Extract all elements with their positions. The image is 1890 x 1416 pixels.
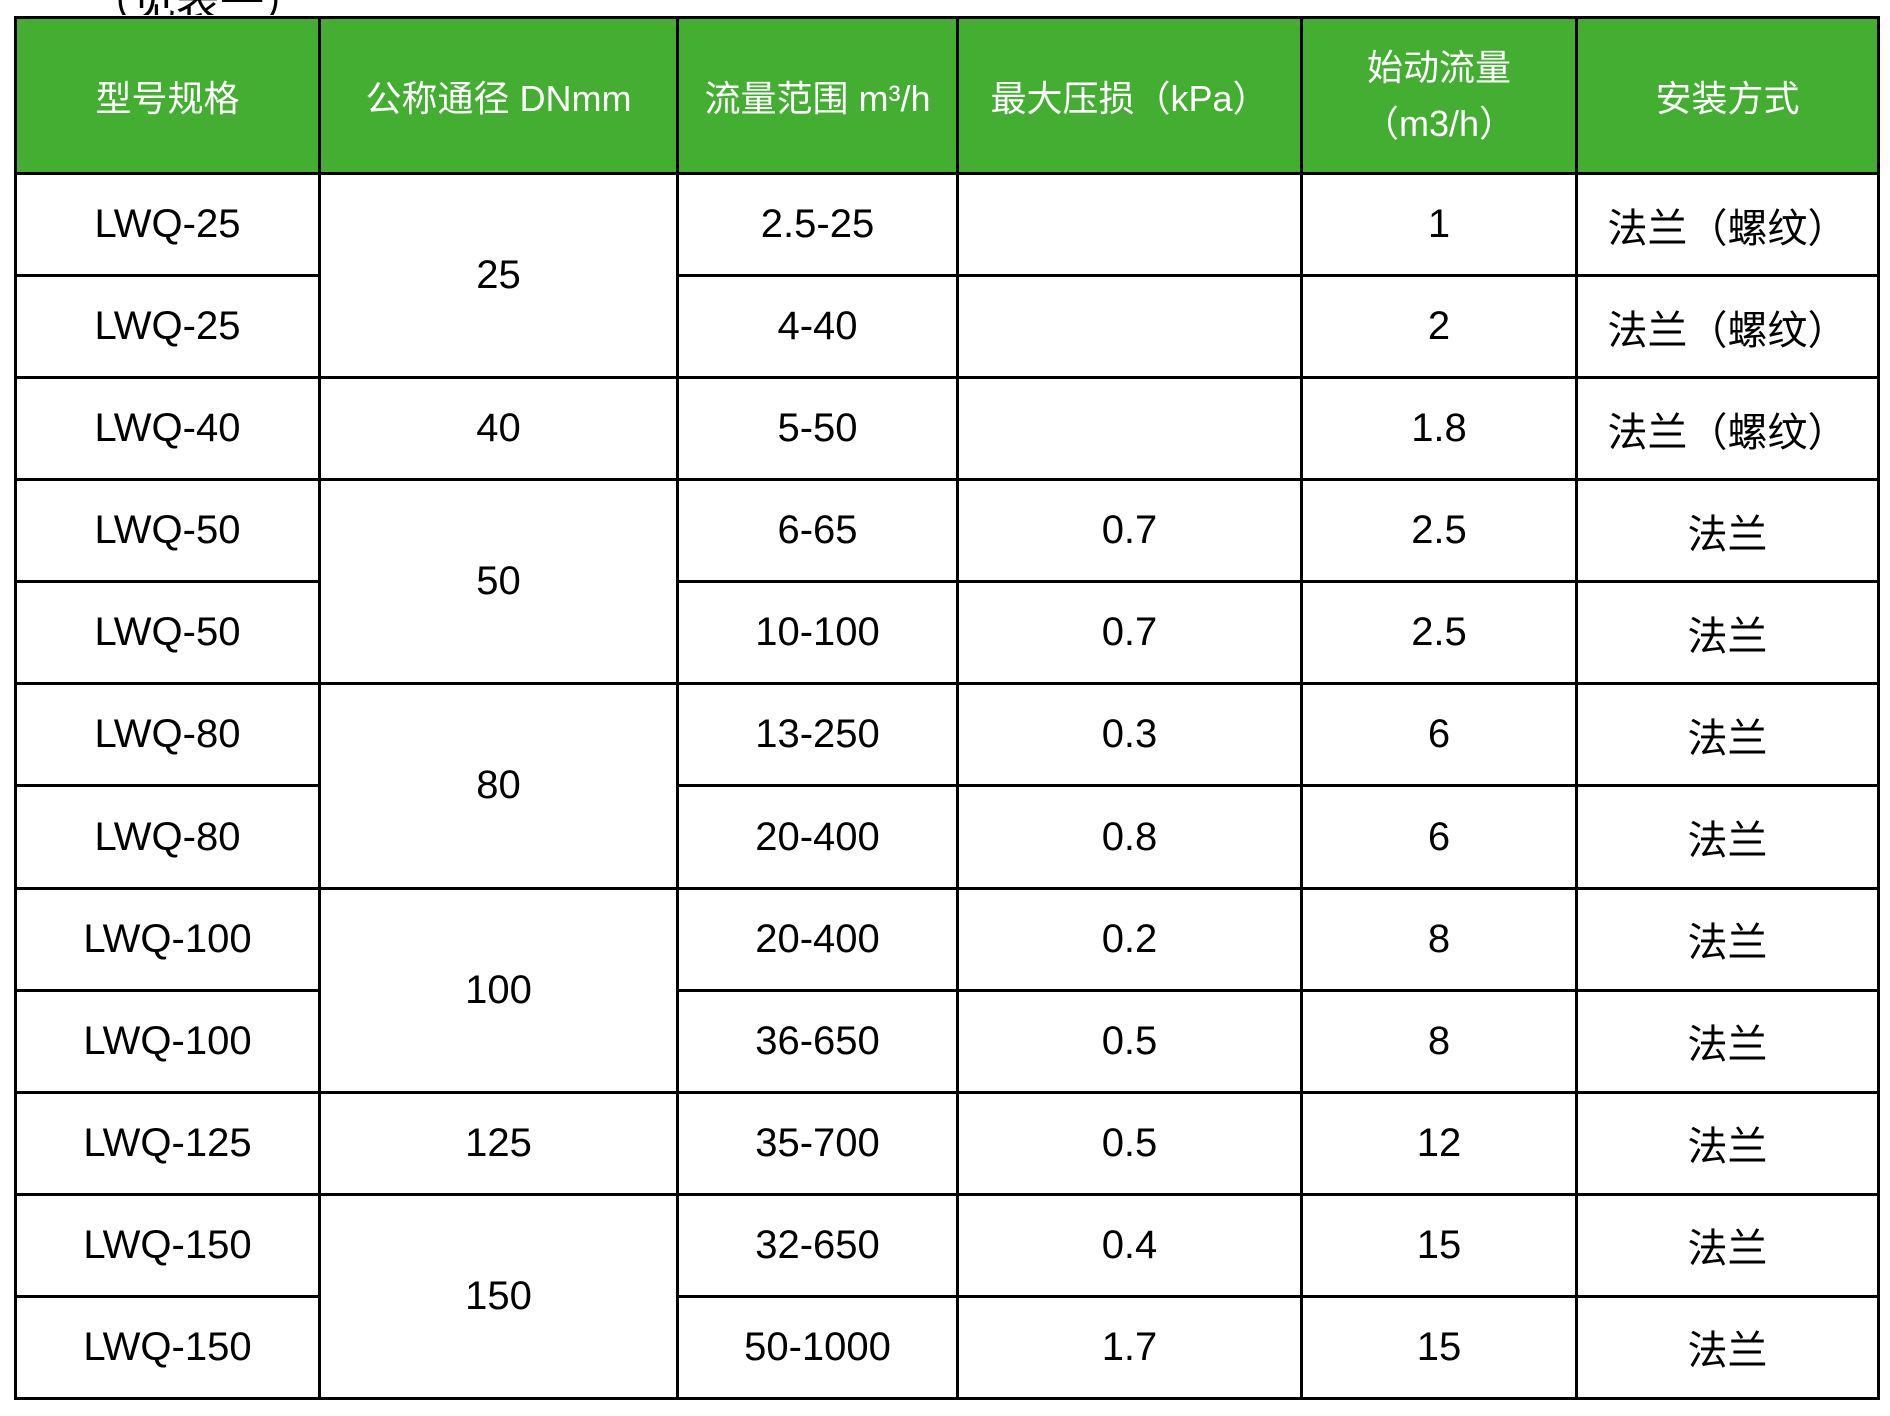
cell-startup-flow: 1 xyxy=(1300,171,1578,278)
cell-dn: 25 xyxy=(318,171,679,380)
cell-flow-range: 2.5-25 xyxy=(676,171,959,278)
header-flow-range-label: 流量范围 m³/h xyxy=(704,77,931,119)
cell-installation: 法兰 xyxy=(1575,682,1880,788)
cell-dn: 125 xyxy=(318,1090,679,1196)
cell-flow-range: 4-40 xyxy=(676,274,959,380)
cell-model: LWQ-25 xyxy=(14,274,321,380)
header-model: 型号规格 xyxy=(14,16,321,175)
caption-text: （见表一） xyxy=(88,0,308,15)
header-startup-flow-line2: （m3/h） xyxy=(1362,102,1516,144)
cell-installation: 法兰 xyxy=(1575,784,1880,890)
table-row: LWQ-80 80 13-250 0.3 6 法兰 xyxy=(14,682,1880,890)
cell-startup-flow: 2.5 xyxy=(1300,478,1578,584)
table-row: LWQ-50 50 6-65 0.7 2.5 法兰 xyxy=(14,478,1880,686)
cell-max-pressure-loss: 0.4 xyxy=(956,1192,1303,1298)
cell-dn: 40 xyxy=(318,376,679,482)
header-installation-label: 安装方式 xyxy=(1655,77,1800,119)
table-row: LWQ-40 40 5-50 1.8 法兰（螺纹） xyxy=(14,376,1880,482)
cell-max-pressure-loss: 0.2 xyxy=(956,886,1303,992)
cell-installation: 法兰 xyxy=(1575,478,1880,584)
cell-installation: 法兰 xyxy=(1575,1192,1880,1298)
cell-startup-flow: 2.5 xyxy=(1300,580,1578,686)
cell-installation: 法兰 xyxy=(1575,1294,1880,1401)
cell-startup-flow: 1.8 xyxy=(1300,376,1578,482)
cell-max-pressure-loss xyxy=(956,171,1303,278)
clipped-caption: （见表一） xyxy=(0,0,700,15)
header-max-pressure-loss: 最大压损（kPa） xyxy=(956,16,1303,175)
cell-model: LWQ-50 xyxy=(14,478,321,584)
cell-startup-flow: 12 xyxy=(1300,1090,1578,1196)
table-row: LWQ-150 150 32-650 0.4 15 法兰 xyxy=(14,1192,1880,1401)
header-startup-flow-line1: 始动流量 xyxy=(1366,46,1511,88)
cell-startup-flow: 8 xyxy=(1300,886,1578,992)
cell-installation: 法兰 xyxy=(1575,580,1880,686)
cell-startup-flow: 15 xyxy=(1300,1294,1578,1401)
cell-installation: 法兰 xyxy=(1575,988,1880,1094)
header-model-label: 型号规格 xyxy=(95,77,240,119)
header-dn-label: 公称通径 DNmm xyxy=(365,77,632,119)
cell-flow-range: 6-65 xyxy=(676,478,959,584)
cell-max-pressure-loss: 0.7 xyxy=(956,580,1303,686)
cell-flow-range: 10-100 xyxy=(676,580,959,686)
cell-max-pressure-loss: 0.5 xyxy=(956,1090,1303,1196)
cell-model: LWQ-150 xyxy=(14,1294,321,1401)
cell-max-pressure-loss: 0.7 xyxy=(956,478,1303,584)
table-row: LWQ-80 20-400 0.8 6 法兰 xyxy=(14,784,1880,890)
cell-model: LWQ-150 xyxy=(14,1192,321,1298)
cell-installation: 法兰 xyxy=(1575,1090,1880,1196)
cell-model: LWQ-25 xyxy=(14,171,321,278)
cell-model: LWQ-80 xyxy=(14,682,321,788)
cell-flow-range: 32-650 xyxy=(676,1192,959,1298)
cell-installation: 法兰（螺纹） xyxy=(1575,274,1880,380)
cell-installation: 法兰（螺纹） xyxy=(1575,376,1880,482)
cell-flow-range: 35-700 xyxy=(676,1090,959,1196)
header-max-pressure-loss-label: 最大压损（kPa） xyxy=(990,77,1269,119)
cell-dn: 80 xyxy=(318,682,679,890)
spec-table: 型号规格 公称通径 DNmm 流量范围 m³/h 最大压损（kPa） 始动流量 … xyxy=(14,16,1880,1401)
cell-max-pressure-loss: 0.3 xyxy=(956,682,1303,788)
header-installation: 安装方式 xyxy=(1575,16,1880,175)
table-row: LWQ-125 125 35-700 0.5 12 法兰 xyxy=(14,1090,1880,1196)
cell-startup-flow: 8 xyxy=(1300,988,1578,1094)
cell-max-pressure-loss xyxy=(956,376,1303,482)
table-row: LWQ-25 25 2.5-25 1 法兰（螺纹） xyxy=(14,171,1880,380)
header-flow-range: 流量范围 m³/h xyxy=(676,16,959,175)
cell-installation: 法兰（螺纹） xyxy=(1575,171,1880,278)
cell-dn: 100 xyxy=(318,886,679,1094)
cell-model: LWQ-80 xyxy=(14,784,321,890)
cell-model: LWQ-100 xyxy=(14,886,321,992)
table-row: LWQ-100 36-650 0.5 8 法兰 xyxy=(14,988,1880,1094)
cell-model: LWQ-50 xyxy=(14,580,321,686)
table-row: LWQ-50 10-100 0.7 2.5 法兰 xyxy=(14,580,1880,686)
cell-flow-range: 20-400 xyxy=(676,886,959,992)
cell-flow-range: 5-50 xyxy=(676,376,959,482)
cell-max-pressure-loss: 0.8 xyxy=(956,784,1303,890)
cell-startup-flow: 2 xyxy=(1300,274,1578,380)
cell-flow-range: 36-650 xyxy=(676,988,959,1094)
cell-model: LWQ-100 xyxy=(14,988,321,1094)
cell-startup-flow: 6 xyxy=(1300,784,1578,890)
header-dn: 公称通径 DNmm xyxy=(318,16,679,175)
cell-max-pressure-loss: 1.7 xyxy=(956,1294,1303,1401)
cell-flow-range: 50-1000 xyxy=(676,1294,959,1401)
cell-max-pressure-loss: 0.5 xyxy=(956,988,1303,1094)
header-startup-flow: 始动流量 （m3/h） xyxy=(1300,16,1578,175)
table-row: LWQ-25 4-40 2 法兰（螺纹） xyxy=(14,274,1880,380)
cell-installation: 法兰 xyxy=(1575,886,1880,992)
cell-flow-range: 20-400 xyxy=(676,784,959,890)
table-row: LWQ-150 50-1000 1.7 15 法兰 xyxy=(14,1294,1880,1401)
cell-model: LWQ-40 xyxy=(14,376,321,482)
cell-startup-flow: 15 xyxy=(1300,1192,1578,1298)
cell-dn: 150 xyxy=(318,1192,679,1401)
table-row: LWQ-100 100 20-400 0.2 8 法兰 xyxy=(14,886,1880,1094)
cell-dn: 50 xyxy=(318,478,679,686)
cell-model: LWQ-125 xyxy=(14,1090,321,1196)
cell-max-pressure-loss xyxy=(956,274,1303,380)
cell-flow-range: 13-250 xyxy=(676,682,959,788)
header-row: 型号规格 公称通径 DNmm 流量范围 m³/h 最大压损（kPa） 始动流量 … xyxy=(14,16,1880,175)
cell-startup-flow: 6 xyxy=(1300,682,1578,788)
